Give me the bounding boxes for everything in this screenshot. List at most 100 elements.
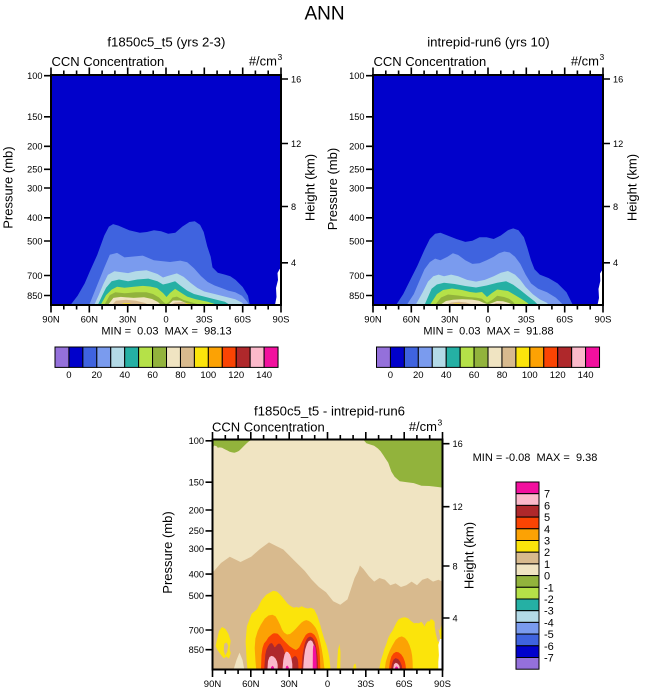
svg-text:120: 120 [550, 370, 566, 381]
svg-text:Height (km): Height (km) [303, 154, 318, 221]
svg-text:150: 150 [349, 112, 364, 122]
svg-text:f1850c5_t5 (yrs 2-3): f1850c5_t5 (yrs 2-3) [107, 35, 225, 50]
svg-text:80: 80 [175, 370, 186, 381]
svg-text:12: 12 [453, 502, 463, 512]
svg-text:250: 250 [349, 165, 364, 175]
svg-text:12: 12 [613, 139, 623, 149]
svg-text:Pressure (mb): Pressure (mb) [325, 148, 340, 230]
svg-text:60S: 60S [556, 315, 573, 326]
svg-text:60S: 60S [396, 679, 413, 690]
svg-text:8: 8 [613, 202, 618, 212]
svg-text:12: 12 [291, 139, 301, 149]
svg-text:Pressure (mb): Pressure (mb) [160, 511, 175, 593]
svg-text:4: 4 [291, 258, 296, 268]
svg-text:3: 3 [278, 52, 283, 62]
svg-text:100: 100 [200, 370, 216, 381]
svg-text:250: 250 [27, 165, 42, 175]
svg-text:#/cm: #/cm [249, 54, 277, 69]
svg-text:-1: -1 [544, 582, 554, 594]
svg-text:0: 0 [163, 315, 168, 326]
svg-text:60N: 60N [403, 315, 421, 326]
svg-text:500: 500 [189, 591, 204, 601]
svg-text:700: 700 [27, 271, 42, 281]
svg-text:100: 100 [522, 370, 538, 381]
svg-text:-3: -3 [544, 606, 554, 618]
svg-text:intrepid-run6 (yrs 10): intrepid-run6 (yrs 10) [427, 35, 549, 50]
svg-text:Pressure (mb): Pressure (mb) [0, 146, 15, 228]
svg-text:20: 20 [413, 370, 424, 381]
svg-text:0: 0 [388, 370, 393, 381]
svg-text:400: 400 [189, 569, 204, 579]
svg-text:150: 150 [189, 478, 204, 488]
svg-text:30N: 30N [441, 315, 459, 326]
svg-text:850: 850 [349, 291, 364, 301]
svg-text:5: 5 [544, 512, 550, 524]
svg-text:40: 40 [119, 370, 130, 381]
svg-text:90S: 90S [434, 679, 451, 690]
svg-text:3: 3 [438, 418, 443, 428]
svg-text:850: 850 [27, 291, 42, 301]
svg-text:90N: 90N [364, 315, 382, 326]
svg-text:30S: 30S [357, 679, 374, 690]
svg-text:200: 200 [27, 142, 42, 152]
svg-text:400: 400 [27, 213, 42, 223]
svg-text:0: 0 [544, 571, 550, 583]
svg-text:-4: -4 [544, 617, 554, 629]
svg-text:-2: -2 [544, 594, 554, 606]
svg-text:200: 200 [189, 505, 204, 515]
svg-text:0: 0 [325, 679, 330, 690]
svg-text:16: 16 [453, 439, 463, 449]
svg-text:30N: 30N [280, 679, 298, 690]
svg-text:16: 16 [613, 74, 623, 84]
svg-text:140: 140 [256, 370, 272, 381]
svg-text:8: 8 [453, 561, 458, 571]
svg-text:4: 4 [613, 258, 618, 268]
svg-text:20: 20 [92, 370, 103, 381]
svg-text:0: 0 [485, 315, 490, 326]
svg-text:700: 700 [189, 625, 204, 635]
svg-text:6: 6 [544, 500, 550, 512]
svg-text:-6: -6 [544, 641, 554, 653]
svg-text:3: 3 [544, 536, 550, 548]
svg-text:30S: 30S [518, 315, 535, 326]
svg-text:200: 200 [349, 142, 364, 152]
svg-text:60N: 60N [242, 679, 260, 690]
svg-text:f1850c5_t5 - intrepid-run6: f1850c5_t5 - intrepid-run6 [254, 404, 405, 419]
svg-text:90S: 90S [595, 315, 612, 326]
svg-text:60S: 60S [234, 315, 251, 326]
svg-text:CCN Concentration: CCN Concentration [52, 54, 165, 69]
svg-text:MIN = 0.03 MAX = 98.13: MIN = 0.03 MAX = 98.13 [101, 326, 231, 338]
svg-text:40: 40 [441, 370, 452, 381]
svg-text:#/cm: #/cm [409, 419, 437, 434]
svg-text:8: 8 [291, 202, 296, 212]
svg-text:100: 100 [349, 71, 364, 81]
svg-text:250: 250 [189, 526, 204, 536]
svg-text:140: 140 [578, 370, 594, 381]
svg-text:90S: 90S [273, 315, 290, 326]
svg-text:0: 0 [66, 370, 71, 381]
svg-text:4: 4 [544, 524, 550, 536]
svg-text:30S: 30S [196, 315, 213, 326]
svg-text:500: 500 [27, 236, 42, 246]
svg-text:300: 300 [27, 183, 42, 193]
svg-text:60N: 60N [81, 315, 99, 326]
svg-text:Height (km): Height (km) [462, 522, 477, 589]
svg-text:300: 300 [349, 183, 364, 193]
svg-text:1: 1 [544, 559, 550, 571]
svg-text:-5: -5 [544, 629, 554, 641]
svg-text:7: 7 [544, 489, 550, 501]
svg-text:120: 120 [228, 370, 244, 381]
svg-text:2: 2 [544, 547, 550, 559]
svg-text:100: 100 [189, 436, 204, 446]
svg-text:#/cm: #/cm [571, 54, 599, 69]
svg-text:-7: -7 [544, 653, 554, 665]
svg-text:60: 60 [147, 370, 158, 381]
svg-text:30N: 30N [119, 315, 137, 326]
svg-text:MIN = 0.03 MAX = 91.88: MIN = 0.03 MAX = 91.88 [423, 326, 553, 338]
svg-text:60: 60 [469, 370, 480, 381]
svg-text:500: 500 [349, 236, 364, 246]
svg-text:90N: 90N [204, 679, 222, 690]
svg-text:ANN: ANN [304, 4, 344, 25]
svg-text:MIN = -0.08 MAX = 9.38: MIN = -0.08 MAX = 9.38 [473, 452, 598, 464]
svg-text:300: 300 [189, 544, 204, 554]
